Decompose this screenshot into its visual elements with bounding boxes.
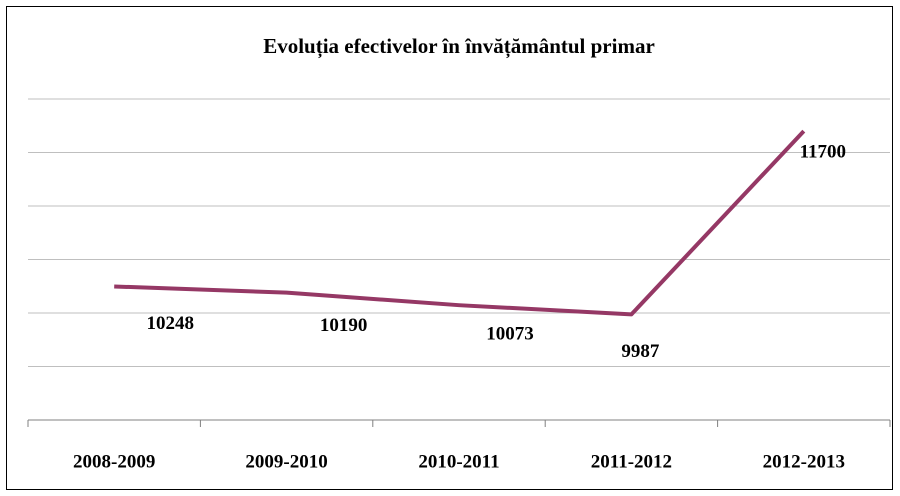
x-tick-label: 2009-2010 (245, 451, 327, 472)
x-tick-label: 2012-2013 (763, 451, 845, 472)
data-label: 10073 (486, 324, 534, 345)
data-label: 10248 (146, 313, 194, 334)
data-label: 11700 (800, 141, 846, 162)
data-label: 9987 (621, 341, 660, 362)
data-label: 10190 (320, 315, 368, 336)
x-tick-label: 2008-2009 (73, 451, 155, 472)
x-tick-label: 2011-2012 (591, 451, 672, 472)
line (114, 129, 806, 317)
chart-title: Evoluția efectivelor în învățământul pri… (263, 34, 655, 59)
chart-border (6, 6, 893, 490)
x-tick-label: 2010-2011 (418, 451, 499, 472)
